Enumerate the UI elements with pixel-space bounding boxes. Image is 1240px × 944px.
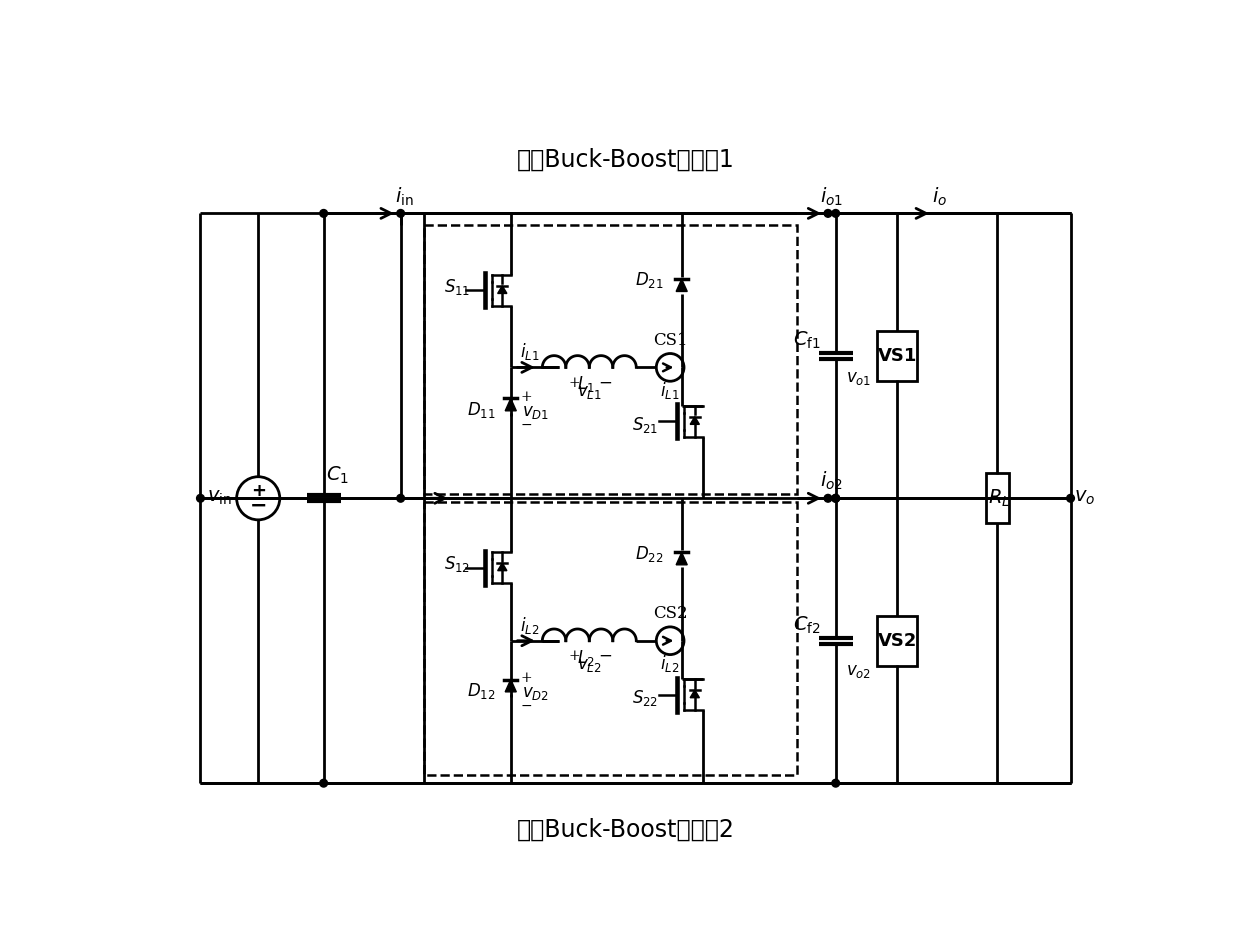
Bar [424,225,797,495]
Text: $v_{D1}$: $v_{D1}$ [522,403,549,420]
Circle shape [397,495,404,502]
Text: $v_{L1}$: $v_{L1}$ [577,383,601,400]
Text: $i_{o2}$: $i_{o2}$ [821,470,843,493]
Text: $C_{\rm f2}$: $C_{\rm f2}$ [792,615,821,636]
Text: 双管Buck-Boost变换器2: 双管Buck-Boost变换器2 [517,818,735,841]
Polygon shape [505,680,516,692]
Text: $i_{L2}$: $i_{L2}$ [661,653,680,674]
Text: CS1: CS1 [652,332,687,349]
Text: $S_{22}$: $S_{22}$ [631,688,658,709]
Text: $i_o$: $i_o$ [932,185,947,208]
Text: $D_{11}$: $D_{11}$ [467,399,496,420]
Text: $C_{\rm f1}$: $C_{\rm f1}$ [792,329,821,351]
Polygon shape [497,563,507,571]
Bar [986,473,1009,523]
Text: $D_{12}$: $D_{12}$ [467,681,496,700]
Text: $C_1$: $C_1$ [326,464,348,486]
Text: $D_{22}$: $D_{22}$ [635,544,663,564]
Circle shape [197,495,205,502]
Text: $v_{o1}$: $v_{o1}$ [846,370,872,387]
Text: +: + [568,649,580,663]
Text: −: − [249,496,267,516]
Text: −: − [521,418,532,432]
Text: +: + [521,670,532,684]
Text: $v_{o2}$: $v_{o2}$ [846,663,872,680]
Text: VS1: VS1 [878,346,918,364]
Circle shape [832,495,839,502]
Text: $S_{11}$: $S_{11}$ [444,277,470,296]
Circle shape [832,780,839,787]
Text: $i_{o1}$: $i_{o1}$ [821,185,843,208]
Text: $i_{L1}$: $i_{L1}$ [521,342,539,362]
Text: −: − [521,700,532,713]
Text: $i_{\rm in}$: $i_{\rm in}$ [396,185,414,208]
Polygon shape [691,416,699,425]
Circle shape [825,210,832,217]
Circle shape [397,210,404,217]
Text: $L_1$: $L_1$ [577,375,594,395]
Text: $i_{L1}$: $i_{L1}$ [661,380,680,401]
Polygon shape [505,398,516,411]
Polygon shape [691,690,699,698]
Circle shape [320,780,327,787]
Circle shape [832,495,839,502]
Text: VS2: VS2 [878,632,918,649]
Text: 双管Buck-Boost变换器1: 双管Buck-Boost变换器1 [517,147,735,172]
Text: −: − [598,374,611,391]
Text: $R_L$: $R_L$ [988,488,1011,509]
Text: $L_2$: $L_2$ [577,648,594,667]
Text: $S_{12}$: $S_{12}$ [444,554,470,574]
Text: +: + [250,481,265,499]
Text: $D_{21}$: $D_{21}$ [635,270,663,291]
Text: +: + [521,390,532,404]
Polygon shape [676,552,687,565]
Text: −: − [598,648,611,665]
Text: $v_o$: $v_o$ [1074,489,1095,508]
Circle shape [825,495,832,502]
Text: $S_{21}$: $S_{21}$ [631,415,658,435]
Polygon shape [497,286,507,294]
Text: CS2: CS2 [652,605,687,622]
Text: $v_{L2}$: $v_{L2}$ [577,657,601,674]
Circle shape [1066,495,1074,502]
Bar [424,502,797,775]
Text: $i_{L2}$: $i_{L2}$ [521,615,539,636]
Bar [877,615,918,666]
Text: $v_{D2}$: $v_{D2}$ [522,684,549,701]
Text: +: + [568,376,580,390]
Polygon shape [676,279,687,292]
Text: $v_{\rm in}$: $v_{\rm in}$ [207,489,232,508]
Bar [877,330,918,380]
Circle shape [832,210,839,217]
Circle shape [320,210,327,217]
